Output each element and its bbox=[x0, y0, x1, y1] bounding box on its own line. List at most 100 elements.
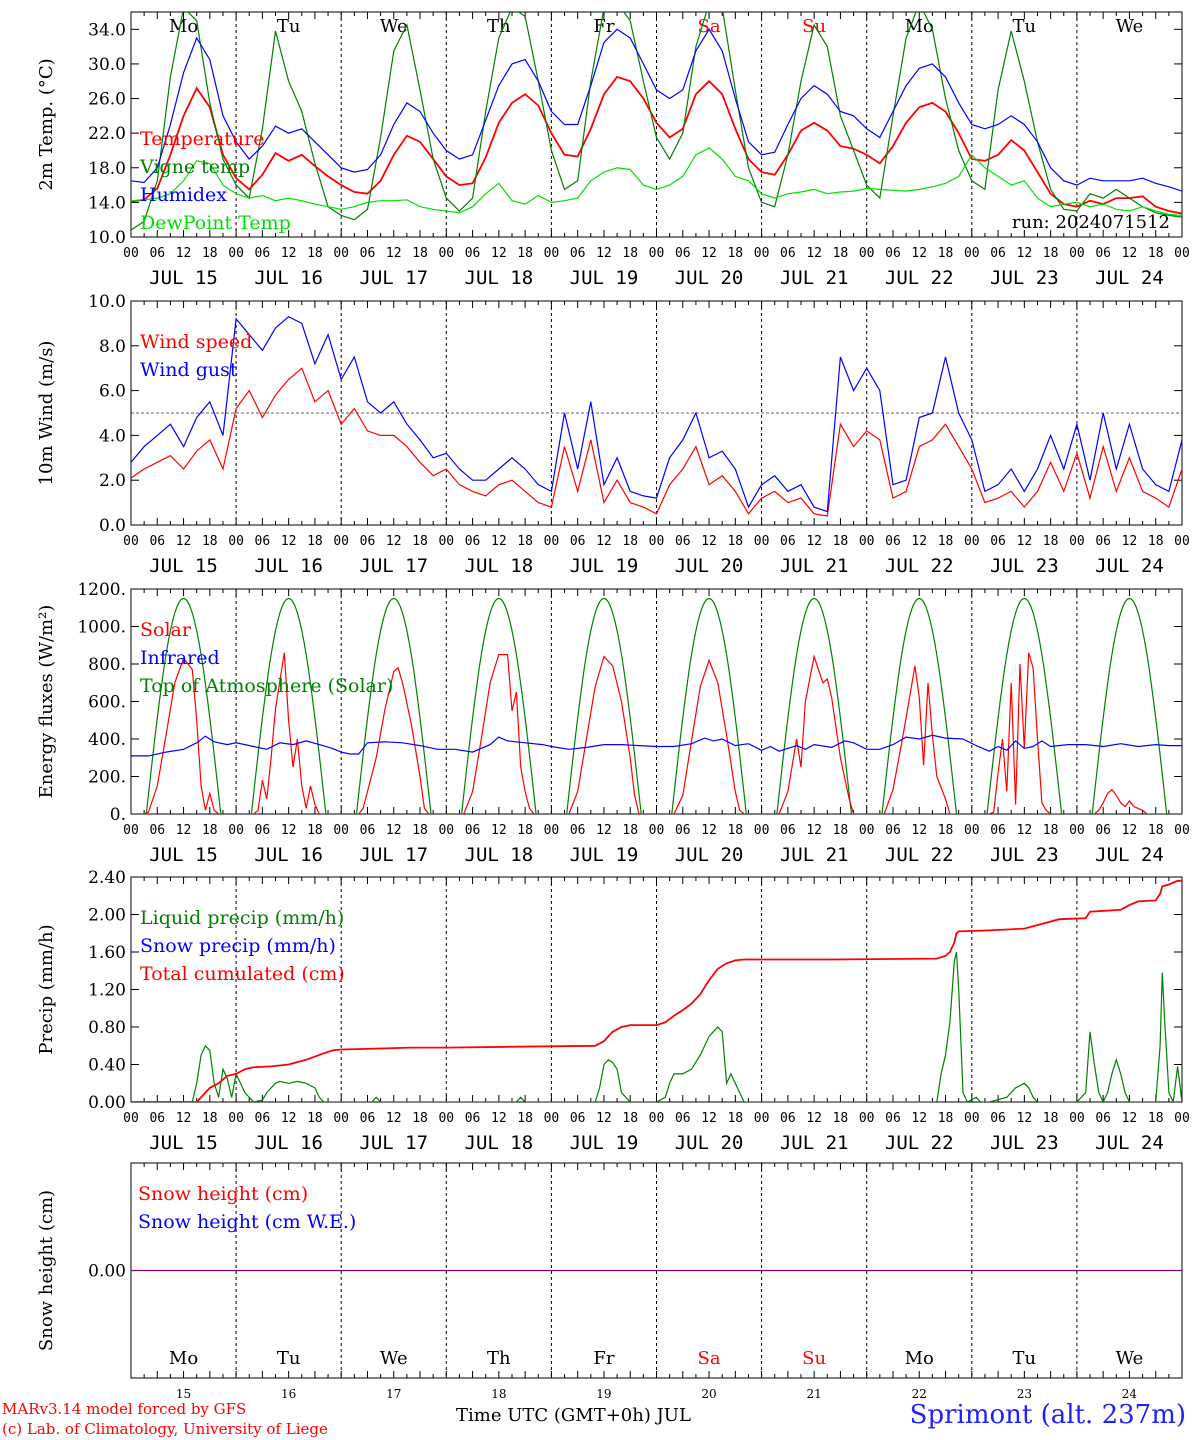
legend-item: Vigne temp bbox=[139, 156, 250, 178]
hour-label: 06 bbox=[885, 823, 901, 838]
hour-label: 00 bbox=[859, 1111, 875, 1126]
date-label: JUL 24 bbox=[1095, 555, 1164, 577]
day-number: 16 bbox=[281, 1387, 296, 1401]
hour-label: 06 bbox=[675, 1111, 691, 1126]
date-label: JUL 23 bbox=[990, 555, 1059, 577]
series-line-solar bbox=[131, 652, 1182, 814]
hour-label: 00 bbox=[333, 246, 349, 261]
hour-label: 18 bbox=[727, 246, 743, 261]
weekday-label: Tu bbox=[1013, 1348, 1037, 1369]
y-axis-label: Precip (mm/h) bbox=[36, 924, 57, 1054]
hour-label: 06 bbox=[570, 246, 586, 261]
hour-label: 18 bbox=[1043, 1111, 1059, 1126]
hour-label: 00 bbox=[1069, 534, 1085, 549]
y-tick-label: 1.20 bbox=[88, 981, 126, 1001]
hour-label: 18 bbox=[1148, 534, 1164, 549]
hour-label: 18 bbox=[1148, 1111, 1164, 1126]
hour-label: 00 bbox=[964, 246, 980, 261]
hour-label: 12 bbox=[386, 534, 402, 549]
hour-label: 18 bbox=[517, 534, 533, 549]
series-line-humidex bbox=[131, 28, 1182, 192]
date-label: JUL 24 bbox=[1095, 1132, 1164, 1154]
y-tick-label: 0.0 bbox=[99, 516, 126, 536]
weekday-label: Th bbox=[487, 16, 511, 37]
hour-label: 00 bbox=[649, 534, 665, 549]
y-tick-label: 1200. bbox=[77, 580, 126, 600]
y-tick-label: 2.00 bbox=[88, 906, 126, 926]
y-tick-label: 22.0 bbox=[88, 124, 126, 144]
legend-item: Total cumulated (cm) bbox=[140, 963, 345, 985]
weekday-label: We bbox=[380, 1348, 408, 1369]
day-number: 17 bbox=[386, 1387, 401, 1401]
hour-label: 00 bbox=[1174, 534, 1190, 549]
station-label: Sprimont (alt. 237m) bbox=[909, 1400, 1186, 1430]
weekday-label: Fr bbox=[593, 16, 614, 37]
day-number: 20 bbox=[701, 1387, 716, 1401]
hour-label: 00 bbox=[123, 1111, 139, 1126]
y-tick-label: 6.0 bbox=[99, 382, 126, 402]
day-number: 21 bbox=[807, 1387, 822, 1401]
hour-label: 06 bbox=[149, 534, 165, 549]
hour-label: 06 bbox=[465, 534, 481, 549]
date-label: JUL 15 bbox=[149, 267, 218, 289]
y-tick-label: 2.0 bbox=[99, 471, 126, 491]
hour-label: 06 bbox=[780, 534, 796, 549]
y-tick-label: 1.60 bbox=[88, 943, 126, 963]
panel-energy: 0. 200. 400. 600. 800. 1000. 1200. Energy fluxe… bbox=[36, 580, 1190, 866]
date-label: JUL 16 bbox=[254, 267, 323, 289]
y-tick-label: 4.0 bbox=[99, 426, 126, 446]
date-label: JUL 17 bbox=[359, 267, 428, 289]
hour-label: 18 bbox=[307, 534, 323, 549]
hour-label: 06 bbox=[360, 534, 376, 549]
weekday-label: Tu bbox=[277, 1348, 301, 1369]
hour-label: 00 bbox=[438, 1111, 454, 1126]
hour-label: 18 bbox=[833, 1111, 849, 1126]
hour-label: 00 bbox=[1069, 823, 1085, 838]
hour-label: 00 bbox=[544, 246, 560, 261]
weekday-label: Sa bbox=[698, 16, 721, 37]
series-line-temperature bbox=[131, 75, 1182, 215]
date-label: JUL 23 bbox=[990, 844, 1059, 866]
legend-item: Wind gust bbox=[140, 359, 238, 381]
hour-label: 00 bbox=[649, 1111, 665, 1126]
hour-label: 18 bbox=[1148, 246, 1164, 261]
y-tick-label: 400. bbox=[88, 730, 126, 750]
weekday-label: Mo bbox=[905, 16, 934, 37]
date-label: JUL 23 bbox=[990, 1132, 1059, 1154]
hour-label: 12 bbox=[701, 534, 717, 549]
hour-label: 12 bbox=[596, 246, 612, 261]
date-label: JUL 23 bbox=[990, 267, 1059, 289]
hour-label: 12 bbox=[911, 823, 927, 838]
hour-label: 00 bbox=[123, 534, 139, 549]
y-tick-label: 0.00 bbox=[88, 1093, 126, 1113]
hour-label: 12 bbox=[176, 1111, 192, 1126]
hour-label: 18 bbox=[938, 1111, 954, 1126]
y-tick-label: 600. bbox=[88, 693, 126, 713]
date-label: JUL 20 bbox=[675, 1132, 744, 1154]
hour-label: 00 bbox=[333, 1111, 349, 1126]
hour-label: 06 bbox=[675, 823, 691, 838]
date-label: JUL 20 bbox=[675, 555, 744, 577]
date-label: JUL 22 bbox=[885, 1132, 954, 1154]
legend-item: DewPoint Temp bbox=[140, 212, 291, 234]
hour-label: 00 bbox=[754, 1111, 770, 1126]
y-tick-label: 0.80 bbox=[88, 1018, 126, 1038]
hour-label: 12 bbox=[701, 823, 717, 838]
series-line-dewpoint-temp bbox=[131, 147, 1182, 216]
hour-label: 06 bbox=[885, 534, 901, 549]
hour-label: 00 bbox=[544, 823, 560, 838]
hour-label: 00 bbox=[1069, 246, 1085, 261]
hour-label: 06 bbox=[1095, 1111, 1111, 1126]
hour-label: 18 bbox=[412, 823, 428, 838]
day-number: 18 bbox=[491, 1387, 506, 1401]
series-line-liquid-precip-mm-h- bbox=[131, 951, 1182, 1102]
run-label: run: 2024071512 bbox=[1012, 212, 1170, 233]
hour-label: 12 bbox=[491, 534, 507, 549]
hour-label: 12 bbox=[176, 823, 192, 838]
hour-label: 06 bbox=[360, 823, 376, 838]
hour-label: 06 bbox=[990, 823, 1006, 838]
y-tick-label: 10.0 bbox=[88, 292, 126, 312]
date-label: JUL 18 bbox=[465, 267, 534, 289]
weekday-label: Tu bbox=[277, 16, 301, 37]
hour-label: 00 bbox=[964, 534, 980, 549]
